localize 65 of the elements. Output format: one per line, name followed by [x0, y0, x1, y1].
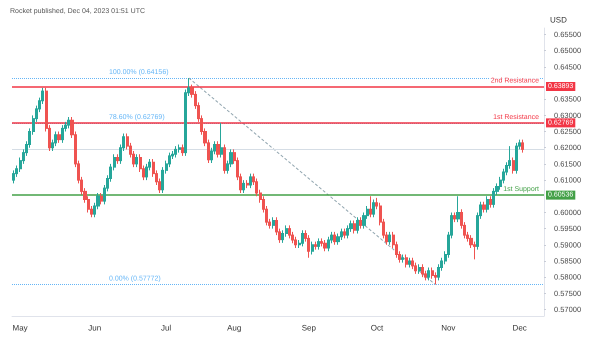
candlestick	[323, 239, 327, 252]
candlestick	[408, 257, 411, 268]
candlestick	[418, 264, 421, 274]
candlestick	[414, 262, 417, 274]
candlestick	[314, 241, 317, 250]
candlestick	[116, 154, 119, 164]
candlestick	[369, 196, 372, 218]
candlestick	[353, 220, 356, 234]
candlestick	[411, 257, 414, 270]
candlestick	[336, 232, 340, 246]
candlestick	[311, 241, 314, 256]
candlestick	[512, 156, 515, 174]
candlestick	[521, 139, 524, 154]
candlestick	[333, 231, 336, 246]
x-tick-label: Oct	[370, 324, 384, 332]
candlestick	[317, 238, 320, 250]
candlestick	[346, 224, 349, 239]
candlestick	[327, 236, 330, 252]
candlestick	[100, 192, 103, 205]
candlestick	[272, 216, 275, 230]
candlestick	[372, 199, 375, 218]
candlestick	[427, 266, 430, 281]
candlestick	[223, 144, 226, 174]
candlestick	[174, 146, 177, 158]
candlestick	[405, 254, 408, 268]
candlestick	[486, 196, 489, 213]
candlestick	[246, 180, 249, 189]
candlestick	[388, 231, 391, 246]
candlestick	[181, 144, 184, 156]
x-tick-label: Dec	[512, 324, 527, 332]
candlestick	[220, 122, 223, 158]
candlestick	[178, 144, 181, 154]
x-tick-label: Sep	[302, 324, 316, 332]
candlestick	[54, 131, 57, 147]
candlestick	[482, 201, 486, 213]
candlestick	[492, 188, 495, 208]
candlestick	[343, 228, 346, 239]
candlestick	[61, 124, 64, 144]
candlestick	[145, 163, 148, 181]
candlestick	[356, 216, 359, 234]
candlestick	[135, 154, 138, 168]
candlestick	[294, 236, 297, 249]
candlestick	[67, 116, 70, 129]
candlestick	[57, 131, 61, 144]
candlestick	[242, 180, 245, 194]
x-tick-label: Aug	[227, 324, 242, 332]
y-axis-title: USD	[550, 16, 568, 24]
candlestick	[456, 196, 460, 223]
x-tick-label: Jul	[160, 324, 172, 332]
candlestick	[249, 173, 252, 189]
candlestick	[12, 170, 15, 184]
candlestick	[401, 254, 404, 264]
candlestick	[421, 264, 424, 278]
candlestick	[216, 140, 220, 158]
candlestick	[359, 216, 362, 230]
candlestick	[489, 196, 492, 208]
candlestick	[281, 230, 284, 244]
candlestick	[453, 212, 456, 223]
candlestick	[301, 230, 304, 247]
x-tick-label: Jun	[88, 324, 102, 332]
x-tick-label: May	[12, 324, 28, 332]
x-tick-label: Nov	[441, 324, 456, 332]
candlestick	[288, 224, 291, 239]
candlestick	[515, 142, 518, 174]
candlestick	[434, 272, 437, 286]
